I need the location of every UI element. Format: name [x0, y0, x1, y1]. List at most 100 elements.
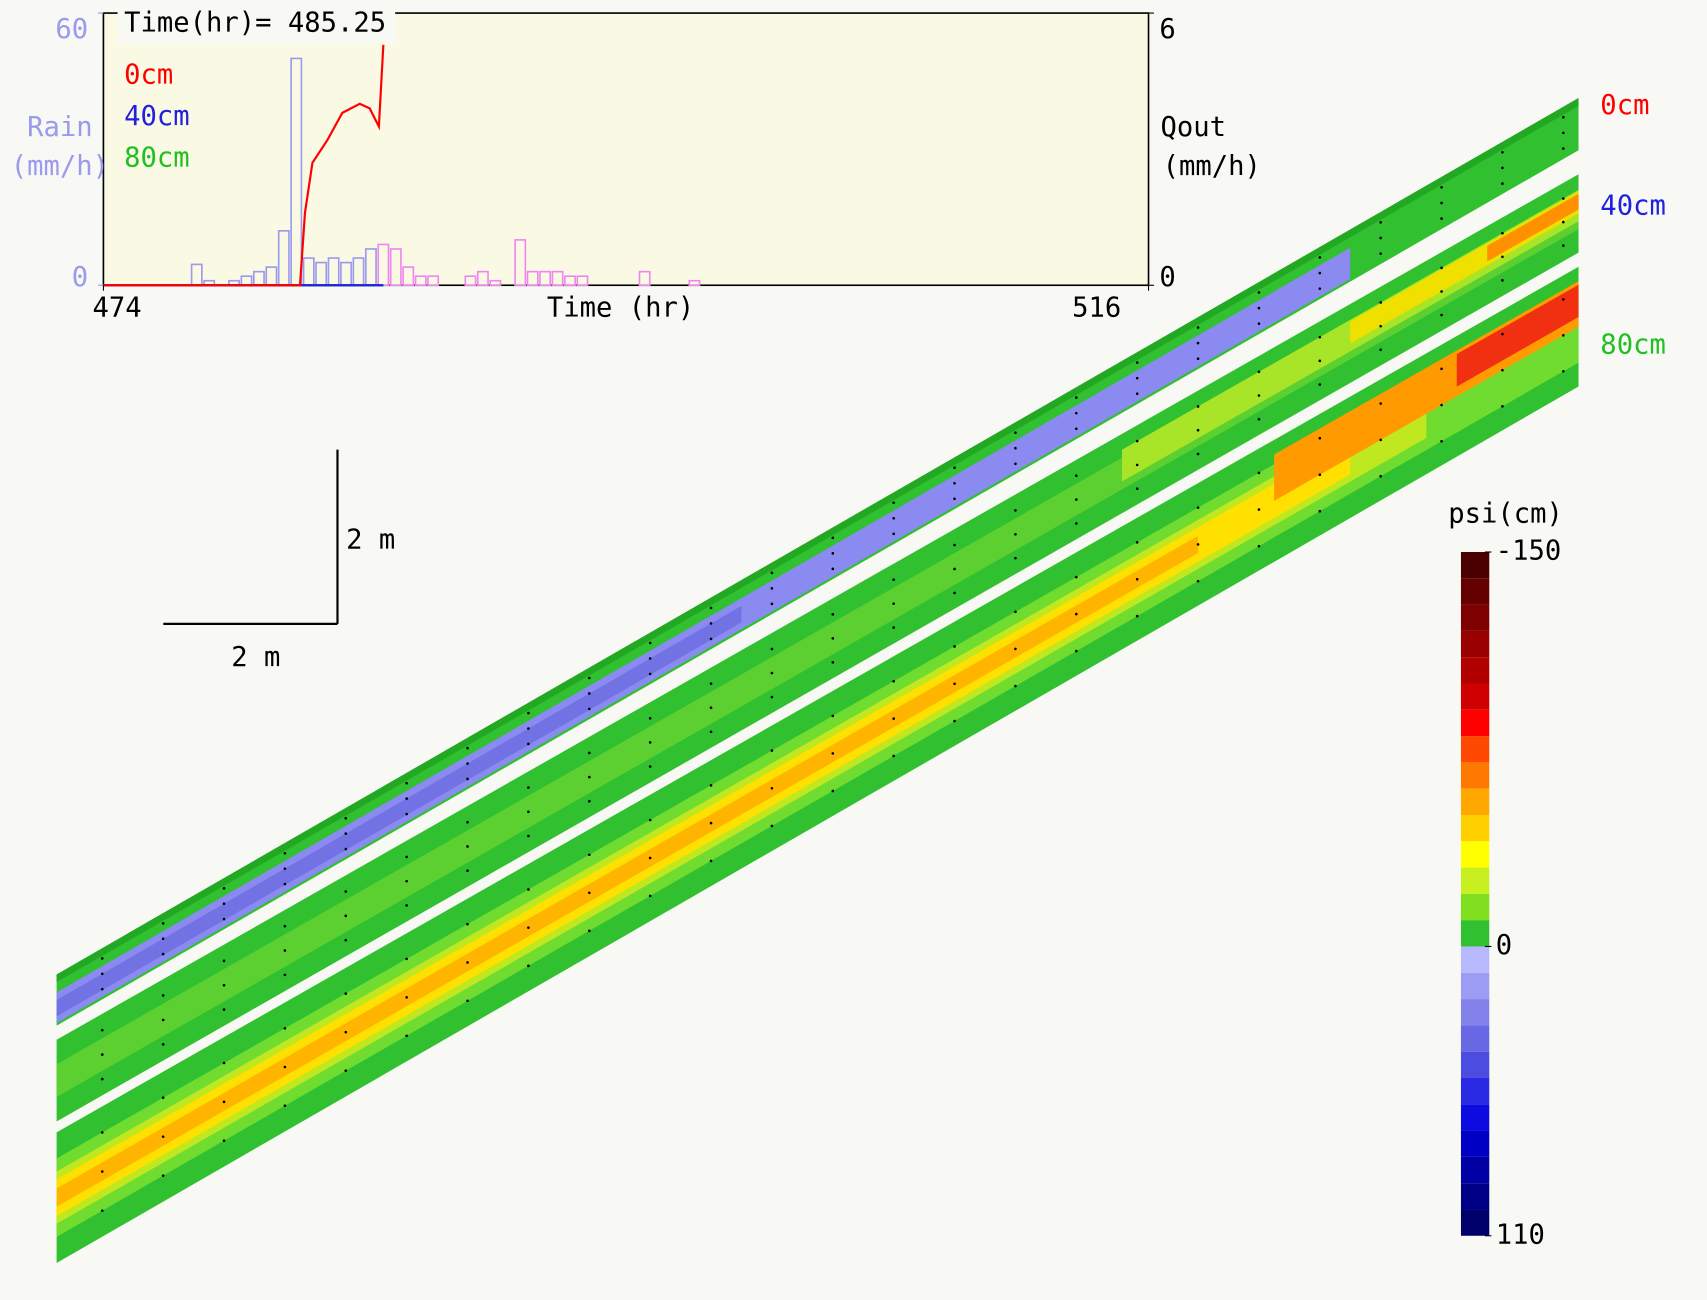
grid-node	[222, 983, 226, 987]
contour-band	[1487, 193, 1579, 262]
grid-node	[1501, 150, 1504, 154]
rain-bar	[489, 279, 502, 287]
grid-node	[344, 847, 348, 851]
grid-node	[892, 578, 895, 581]
colorbar-cell	[1460, 1104, 1490, 1131]
grid-node	[770, 695, 774, 699]
grid-node	[283, 882, 287, 886]
grid-node	[648, 894, 652, 898]
grid-node	[405, 855, 408, 859]
hillslope-profiles	[56, 97, 1579, 1263]
colorbar-cell	[1460, 552, 1490, 579]
grid-node	[648, 856, 652, 860]
grid-node	[1440, 367, 1443, 371]
grid-node	[1257, 544, 1261, 548]
scale-label: 2 m	[346, 525, 395, 556]
grid-node	[344, 816, 348, 820]
grid-node	[648, 741, 652, 744]
grid-node	[161, 1043, 165, 1046]
grid-node	[1257, 417, 1261, 421]
grid-node	[1440, 290, 1443, 293]
grid-node	[1318, 509, 1322, 513]
x-axis-label: Time (hr)	[547, 293, 694, 324]
legend-entry: 80cm	[124, 142, 190, 173]
grid-node	[222, 1061, 226, 1065]
grid-node	[161, 952, 165, 956]
rain-bar	[576, 275, 589, 287]
grid-node	[1014, 462, 1017, 466]
grid-node	[831, 567, 835, 571]
grid-node	[1562, 197, 1565, 200]
colorbar-cell	[1460, 920, 1490, 947]
grid-node	[405, 996, 408, 999]
grid-node	[892, 532, 895, 536]
grid-node	[953, 682, 956, 686]
contour-band	[56, 605, 742, 1017]
grid-node	[953, 543, 956, 547]
grid-node	[831, 552, 835, 555]
grid-node	[587, 775, 591, 779]
grid-node	[709, 784, 713, 787]
y-axis-label: (mm/h)	[11, 151, 109, 182]
grid-node	[283, 949, 287, 952]
grid-node	[527, 786, 530, 789]
scale-bar: 2 m 2 m	[163, 449, 395, 673]
grid-node	[1014, 446, 1017, 450]
grid-node	[1318, 271, 1322, 275]
grid-node	[283, 1104, 287, 1108]
rain-bar	[551, 270, 564, 287]
grid-node	[770, 647, 774, 651]
grid-node	[1074, 498, 1078, 501]
grid-node	[892, 754, 895, 758]
grid-node	[892, 679, 895, 683]
plot-area	[102, 12, 1150, 287]
profile-label: 0cm	[1600, 90, 1649, 121]
grid-node	[1318, 256, 1322, 259]
grid-node	[405, 797, 408, 800]
grid-node	[161, 1018, 165, 1022]
grid-node	[770, 824, 774, 828]
grid-node	[1257, 306, 1261, 310]
colorbar-cell	[1460, 1156, 1490, 1184]
grid-node	[283, 973, 287, 977]
grid-node	[1440, 439, 1443, 443]
grid-node	[161, 1135, 165, 1138]
grid-node	[161, 922, 165, 925]
grid-node	[1257, 370, 1261, 374]
grid-node	[1379, 348, 1382, 352]
grid-node	[1196, 506, 1200, 509]
colorbar-cell	[1460, 788, 1490, 815]
grid-node	[831, 661, 835, 664]
grid-node	[344, 832, 348, 835]
grid-node	[831, 789, 835, 793]
grid-node	[100, 987, 104, 991]
grid-node	[648, 818, 652, 822]
grid-node	[953, 719, 956, 723]
grid-node	[527, 727, 530, 730]
grid-node	[100, 1077, 104, 1081]
grid-node	[344, 938, 348, 942]
grid-node	[222, 959, 226, 963]
grid-node	[1501, 231, 1504, 235]
y2-tick-label: 0	[1159, 262, 1175, 293]
grid-node	[892, 501, 895, 505]
colorbar-cell	[1460, 604, 1490, 631]
grid-node	[466, 746, 469, 750]
y2-tick-label: 6	[1159, 14, 1175, 45]
rain-bar	[414, 275, 427, 287]
colorbar-title: psi(cm)	[1448, 498, 1563, 529]
grid-node	[405, 812, 408, 816]
grid-node	[587, 751, 591, 755]
grid-node	[161, 994, 165, 997]
grid-node	[892, 626, 895, 629]
grid-node	[1501, 368, 1504, 372]
grid-node	[1257, 471, 1261, 475]
y-tick-label: 60	[55, 14, 88, 45]
grid-node	[283, 924, 287, 928]
grid-node	[527, 834, 530, 838]
grid-node	[1014, 431, 1017, 434]
grid-node	[405, 781, 408, 785]
grid-node	[222, 1139, 226, 1142]
